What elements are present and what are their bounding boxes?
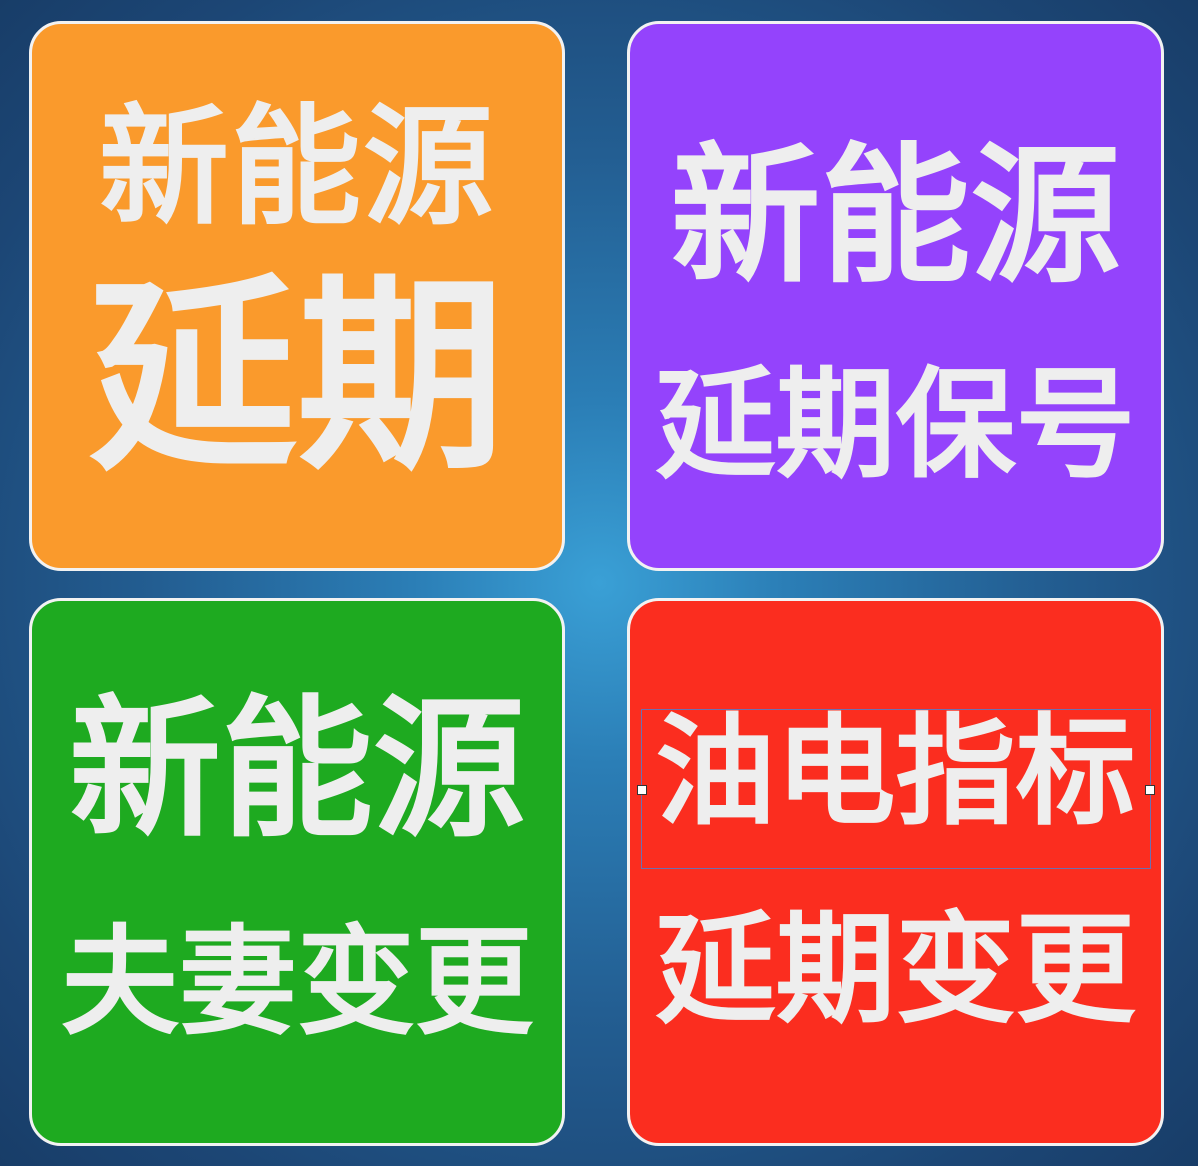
tile-4-title[interactable]: 油电指标 [655, 703, 1136, 842]
tile-2-subtitle: 延期保号 [655, 356, 1136, 495]
resize-handle-right[interactable] [1145, 785, 1155, 795]
tile-1-subtitle: 延期 [89, 257, 505, 499]
tile-3-title: 新能源 [69, 681, 525, 858]
tile-new-energy-extension-keep-number[interactable]: 新能源 延期保号 [627, 21, 1164, 571]
text-selection-box[interactable] [637, 709, 1155, 869]
resize-handle-left[interactable] [637, 785, 647, 795]
tile-4-subtitle: 延期变更 [655, 901, 1136, 1040]
tile-2-title: 新能源 [670, 130, 1121, 304]
tile-new-energy-extension[interactable]: 新能源 延期 [29, 21, 565, 571]
tile-3-subtitle: 夫妻变更 [60, 913, 533, 1051]
tile-1-title: 新能源 [98, 91, 495, 243]
tile-new-energy-spouse-change[interactable]: 新能源 夫妻变更 [29, 598, 565, 1146]
tile-fuel-electric-quota[interactable]: 油电指标 延期变更 [627, 598, 1164, 1146]
